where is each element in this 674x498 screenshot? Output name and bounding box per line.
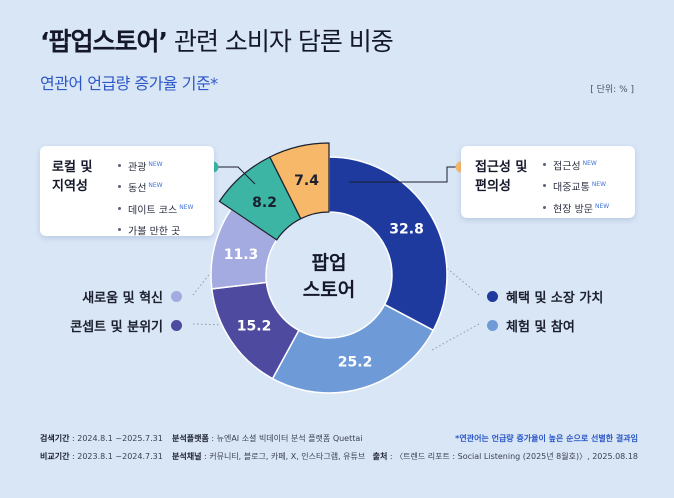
keyword-item: 관광 NEW xyxy=(118,156,193,177)
access-keyword-list: 접근성 NEW 대중교통 NEW 현장 방문 NEW xyxy=(543,155,609,219)
local-keyword-list: 관광 NEW 동선 NEW 데이트 코스 NEW 가볼 만한 곳 xyxy=(118,156,193,241)
legend-novelty-label: 새로움 및 혁신 xyxy=(82,291,163,306)
chart-subtitle: 연관어 언급량 증가율 기준* xyxy=(40,74,218,93)
access-keyword-box: 접근성 및 편의성 접근성 NEW 대중교통 NEW 현장 방문 NEW xyxy=(461,146,635,218)
chart-title: ‘팝업스토어’ 관련 소비자 담론 비중 xyxy=(40,22,394,58)
value-label-experience: 25.2 xyxy=(338,355,373,371)
chart-title-bold: ‘팝업스토어’ xyxy=(40,27,168,56)
legend-concept-label: 콘셉트 및 분위기 xyxy=(70,320,163,335)
connector-local xyxy=(213,166,256,185)
keyword-text: 데이트 코스 xyxy=(128,204,178,216)
legend-novelty: 새로움 및 혁신 xyxy=(82,287,182,306)
center-label-line: 팝업 xyxy=(312,252,347,274)
keyword-text: 접근성 xyxy=(553,161,581,173)
keyword-text: 대중교통 xyxy=(553,182,590,194)
compare-period: 비교기간 : 2023.8.1 ~2024.7.31 xyxy=(40,452,163,461)
keyword-text: 관광 xyxy=(128,162,147,174)
legend-benefit-dot xyxy=(487,291,498,302)
keyword-item: 데이트 코스 NEW xyxy=(118,199,193,220)
value-label-novelty: 11.3 xyxy=(224,247,259,263)
legend-experience-dot xyxy=(487,320,498,331)
access-box-title: 접근성 및 편의성 xyxy=(475,160,528,194)
keyword-item: 동선 NEW xyxy=(118,177,193,198)
keyword-text: 가볼 만한 곳 xyxy=(128,226,181,238)
unit-label: [ 단위: % ] xyxy=(590,85,634,95)
slice-experience xyxy=(271,303,435,394)
legend-benefit-label: 혜택 및 소장 가치 xyxy=(506,291,604,306)
legend-experience-label: 체험 및 참여 xyxy=(506,320,575,335)
legend-novelty-dot xyxy=(171,291,182,302)
new-badge: NEW xyxy=(591,181,607,189)
new-badge: NEW xyxy=(179,203,194,211)
local-box-title: 로컬 및 지역성 xyxy=(52,160,93,194)
legend-experience: 체험 및 참여 xyxy=(487,316,575,335)
value-label-concept: 15.2 xyxy=(237,319,272,335)
leader-experience xyxy=(431,323,480,351)
new-badge: NEW xyxy=(148,161,163,168)
leader-lines xyxy=(192,257,480,351)
slice-benefit xyxy=(328,156,448,332)
value-label-benefit: 32.8 xyxy=(389,221,424,237)
value-label-access: 7.4 xyxy=(294,173,319,189)
footnote: *연관어는 언급량 증가율이 높은 순으로 선별한 결과임 xyxy=(455,434,638,443)
chart-title-rest: 관련 소비자 담론 비중 xyxy=(167,27,394,56)
legend-concept-dot xyxy=(171,320,182,331)
new-badge: NEW xyxy=(594,202,610,210)
slice-access xyxy=(269,142,330,220)
legend-benefit: 혜택 및 소장 가치 xyxy=(487,287,603,306)
new-badge: NEW xyxy=(582,160,597,167)
center-label-line: 스토어 xyxy=(303,279,355,301)
leader-benefit xyxy=(436,259,480,296)
keyword-item: 대중교통 NEW xyxy=(543,176,609,197)
keyword-item: 가볼 만한 곳 xyxy=(118,220,193,241)
legend-concept: 콘셉트 및 분위기 xyxy=(70,316,182,335)
local-keyword-box: 로컬 및 지역성 관광 NEW 동선 NEW 데이트 코스 NEW 가볼 만한 곳 xyxy=(40,146,214,237)
analysis-platform: 분석플랫폼 : 뉴엔AI 소셜 빅데이터 분석 플랫폼 Quettai xyxy=(172,434,363,443)
source: 출처 : 〈트렌드 리포트 : Social Listening (2025년 … xyxy=(372,452,638,461)
keyword-text: 현장 방문 xyxy=(553,203,593,215)
value-label-local: 8.2 xyxy=(252,195,277,211)
new-badge: NEW xyxy=(148,182,163,190)
search-period: 검색기간 : 2024.8.1 ~2025.7.31 xyxy=(40,434,163,443)
analysis-channel: 분석채널 : 커뮤니티, 블로그, 카페, X, 인스타그램, 유튜브 xyxy=(172,452,366,461)
keyword-text: 동선 xyxy=(128,183,147,195)
connector-access xyxy=(349,166,461,183)
keyword-item: 현장 방문 NEW xyxy=(543,198,609,219)
keyword-item: 접근성 NEW xyxy=(543,155,609,176)
